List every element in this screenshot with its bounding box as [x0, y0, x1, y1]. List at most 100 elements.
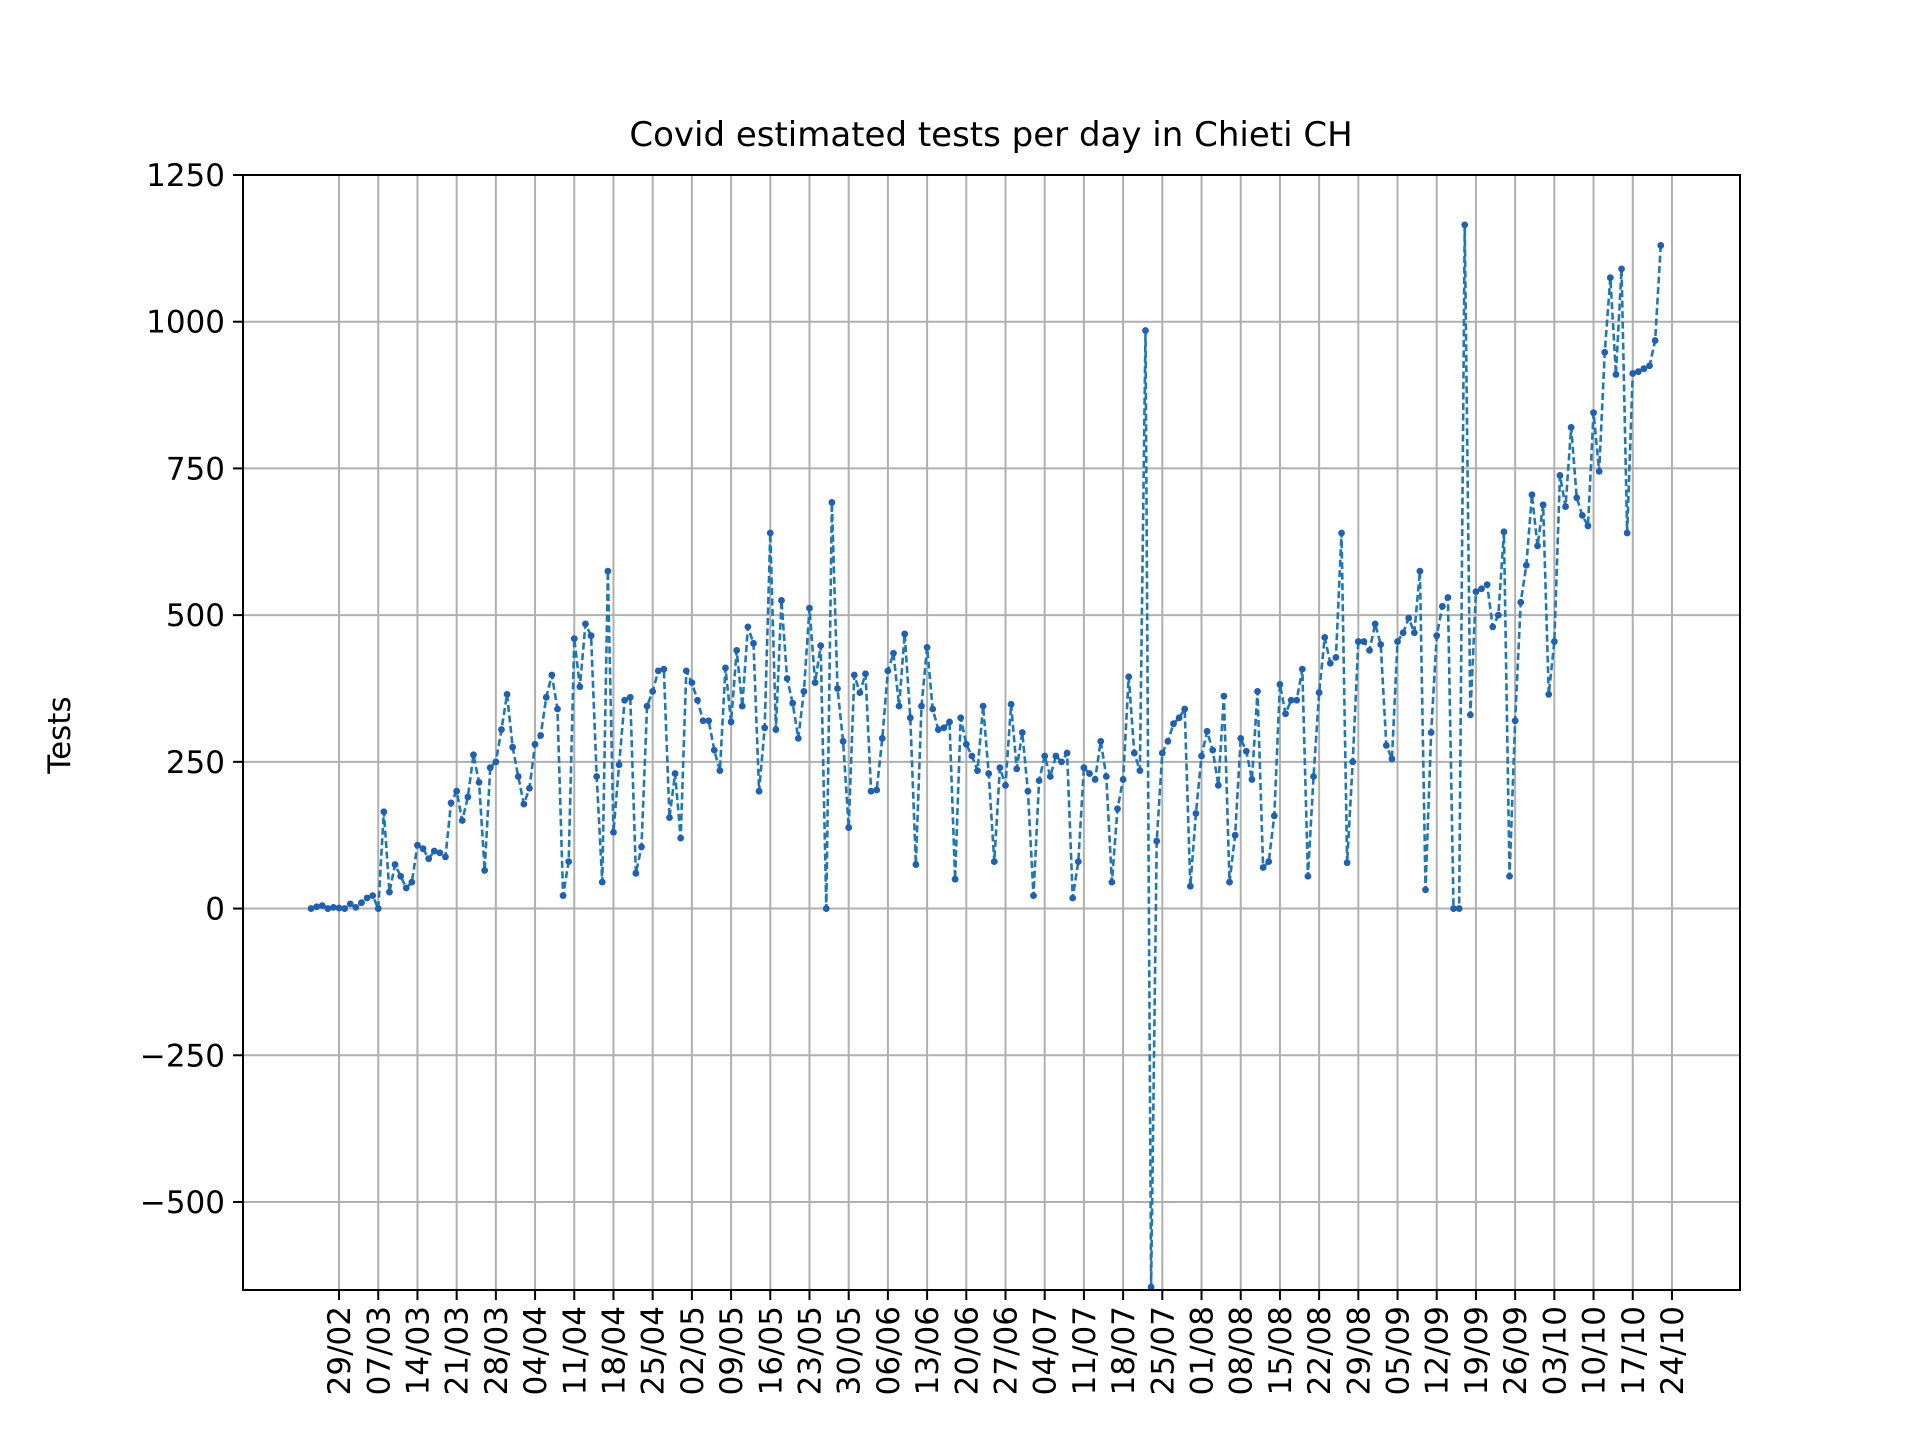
- data-point: [1539, 501, 1547, 509]
- data-point: [1007, 700, 1015, 708]
- data-point: [1382, 742, 1390, 749]
- data-point: [934, 726, 942, 733]
- x-tick-label: 29/08: [1341, 1306, 1377, 1395]
- data-point: [1578, 511, 1586, 519]
- data-point: [1209, 746, 1217, 754]
- data-point: [1601, 348, 1609, 356]
- data-point: [1623, 529, 1631, 537]
- data-point: [850, 671, 858, 679]
- data-point: [380, 808, 388, 816]
- data-point: [318, 902, 326, 910]
- data-point: [1640, 365, 1648, 373]
- data-point: [1483, 581, 1491, 589]
- data-point: [598, 878, 606, 886]
- data-point: [537, 732, 545, 739]
- data-point: [1360, 638, 1368, 645]
- data-point: [1573, 494, 1581, 502]
- data-point: [1074, 858, 1082, 866]
- x-tick-label: 09/05: [714, 1306, 750, 1395]
- x-tick-label: 08/08: [1224, 1306, 1260, 1395]
- data-point: [1254, 688, 1261, 695]
- data-point: [492, 758, 500, 766]
- data-point: [1646, 362, 1653, 370]
- data-point: [436, 849, 444, 857]
- data-point: [1035, 777, 1043, 785]
- y-tick-label: 250: [166, 745, 225, 781]
- data-point: [604, 567, 612, 575]
- x-tick-label: 19/09: [1459, 1306, 1495, 1395]
- data-point: [671, 770, 679, 777]
- x-tick-label: 07/03: [361, 1306, 397, 1395]
- data-point: [1041, 752, 1049, 760]
- data-point: [1528, 491, 1536, 499]
- data-point: [727, 718, 735, 726]
- data-point: [884, 667, 892, 675]
- data-point: [1332, 653, 1340, 661]
- data-point: [447, 799, 455, 807]
- data-point: [1634, 368, 1642, 375]
- data-point: [397, 872, 405, 880]
- data-point: [1220, 692, 1228, 700]
- plot-frame: [242, 174, 1741, 1291]
- x-tick-label: 16/05: [753, 1306, 789, 1395]
- x-tick-label: 18/04: [596, 1306, 632, 1395]
- data-point: [974, 767, 981, 775]
- y-tick-label: −500: [140, 1185, 225, 1221]
- x-tick-label: 05/09: [1381, 1306, 1417, 1395]
- data-point: [811, 679, 819, 687]
- data-point: [1214, 781, 1222, 789]
- data-point: [1326, 659, 1334, 667]
- data-point: [587, 632, 595, 640]
- data-point: [1248, 776, 1256, 783]
- data-point: [1629, 369, 1637, 377]
- y-tick-label: 1000: [146, 305, 225, 341]
- data-point: [660, 665, 668, 673]
- chart-title: Covid estimated tests per day in Chieti …: [629, 115, 1352, 155]
- data-point: [1590, 409, 1597, 417]
- data-point: [1438, 602, 1446, 610]
- data-point: [402, 884, 410, 892]
- x-tick-label: 12/09: [1420, 1306, 1456, 1395]
- x-tick-label: 22/08: [1302, 1306, 1338, 1395]
- data-point: [1158, 749, 1166, 757]
- data-point: [1450, 905, 1457, 912]
- data-point: [1259, 864, 1267, 871]
- data-point: [1242, 747, 1250, 755]
- data-point: [1534, 542, 1541, 550]
- x-tick-label: 20/06: [949, 1306, 985, 1395]
- x-tick-label: 27/06: [989, 1306, 1025, 1395]
- data-point: [755, 787, 763, 795]
- x-tick-label: 25/04: [636, 1306, 672, 1395]
- data-point: [705, 717, 713, 725]
- data-point: [1265, 858, 1273, 866]
- data-point: [856, 689, 864, 696]
- data-point: [554, 705, 561, 713]
- data-point: [778, 597, 785, 604]
- data-point: [1550, 638, 1558, 645]
- data-point: [430, 847, 438, 855]
- data-point: [985, 770, 993, 777]
- data-point: [1511, 717, 1519, 725]
- data-point: [1231, 831, 1239, 839]
- x-tick-label: 01/08: [1185, 1306, 1221, 1395]
- x-tick-label: 17/10: [1616, 1306, 1652, 1395]
- data-point: [632, 869, 640, 877]
- data-point: [800, 688, 808, 695]
- data-point: [643, 702, 651, 710]
- x-tick-label: 24/10: [1655, 1306, 1691, 1395]
- data-point: [1181, 705, 1189, 713]
- data-point: [834, 685, 841, 692]
- data-point: [1545, 690, 1553, 698]
- data-point: [520, 800, 528, 808]
- x-axis: 29/02 07/03 14/03 21/03 28/03 04/04 11/04 18/04…: [322, 1290, 1691, 1395]
- data-point: [766, 529, 774, 537]
- data-point: [324, 905, 332, 912]
- data-point: [1164, 737, 1172, 745]
- data-point: [716, 767, 724, 775]
- data-point: [1556, 472, 1564, 479]
- data-point: [1097, 737, 1105, 745]
- data-point: [638, 843, 645, 851]
- data-point: [313, 903, 321, 911]
- data-point: [1371, 620, 1379, 628]
